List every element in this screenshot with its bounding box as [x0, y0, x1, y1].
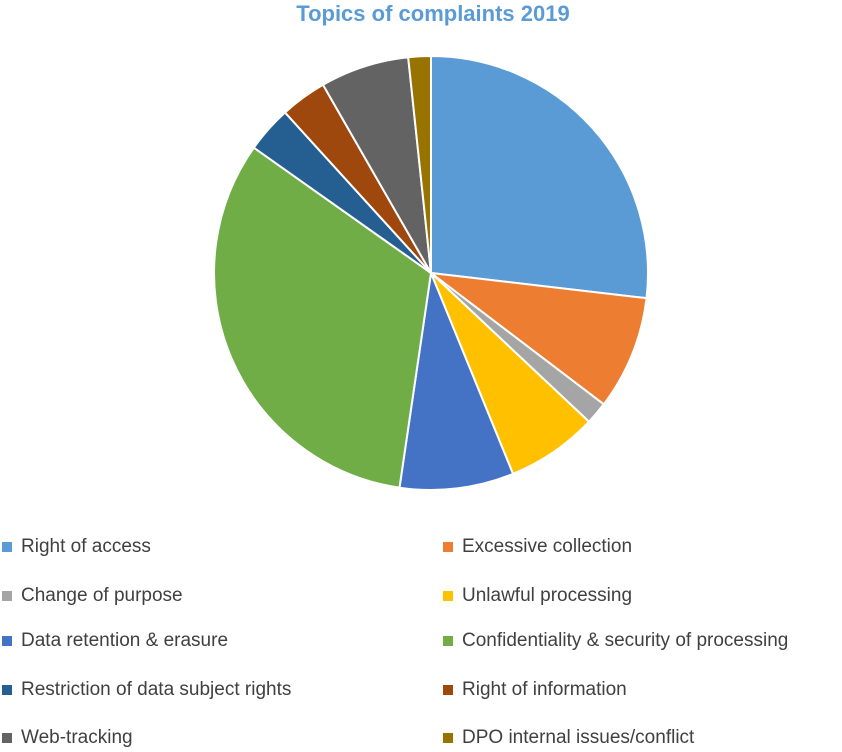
- pie-slice-right-of-access: [430, 55, 649, 300]
- pie-slice-excessive-collection: [430, 272, 648, 406]
- legend-item-excessive-collection: Excessive collection: [443, 535, 632, 559]
- legend-label: Unlawful processing: [462, 585, 633, 606]
- legend-swatch: [443, 733, 453, 743]
- legend-label: DPO internal issues/conflict: [462, 727, 695, 748]
- legend-swatch: [2, 591, 12, 601]
- legend-swatch: [2, 685, 12, 695]
- legend-item-dpo-internal-issues-conflict: DPO internal issues/conflict: [443, 726, 694, 750]
- pie-slice-data-retention-erasure: [398, 272, 515, 491]
- legend-label: Data retention & erasure: [21, 630, 229, 651]
- pie-slice-dpo-internal-issues-conflict: [407, 55, 432, 274]
- legend-label: Confidentiality & security of processing: [462, 630, 789, 651]
- chart-title: Topics of complaints 2019: [296, 1, 570, 26]
- legend-label: Restriction of data subject rights: [21, 679, 292, 700]
- legend-item-change-of-purpose: Change of purpose: [2, 584, 183, 608]
- legend-swatch: [443, 685, 453, 695]
- legend-swatch: [443, 636, 453, 646]
- legend-swatch: [2, 733, 12, 743]
- pie-slice-confidentiality-security-of-processing: [213, 146, 432, 489]
- legend-item-web-tracking: Web-tracking: [2, 726, 133, 750]
- legend-label: Right of access: [21, 536, 151, 557]
- legend-swatch: [443, 542, 453, 552]
- legend-item-restriction-of-data-subject-rights: Restriction of data subject rights: [2, 678, 291, 702]
- legend-swatch: [2, 636, 12, 646]
- legend-item-right-of-access: Right of access: [2, 535, 151, 559]
- legend-label: Right of information: [462, 679, 627, 700]
- legend-item-unlawful-processing: Unlawful processing: [443, 584, 632, 608]
- legend-item-data-retention-erasure: Data retention & erasure: [2, 629, 228, 653]
- legend-swatch: [2, 542, 12, 552]
- legend-swatch: [443, 591, 453, 601]
- pie-slices: [213, 55, 649, 491]
- legend-item-confidentiality-security-of-processing: Confidentiality & security of processing: [443, 629, 788, 653]
- legend-label: Change of purpose: [21, 585, 183, 606]
- legend-item-right-of-information: Right of information: [443, 678, 627, 702]
- legend-label: Web-tracking: [21, 727, 133, 748]
- legend-label: Excessive collection: [462, 536, 633, 557]
